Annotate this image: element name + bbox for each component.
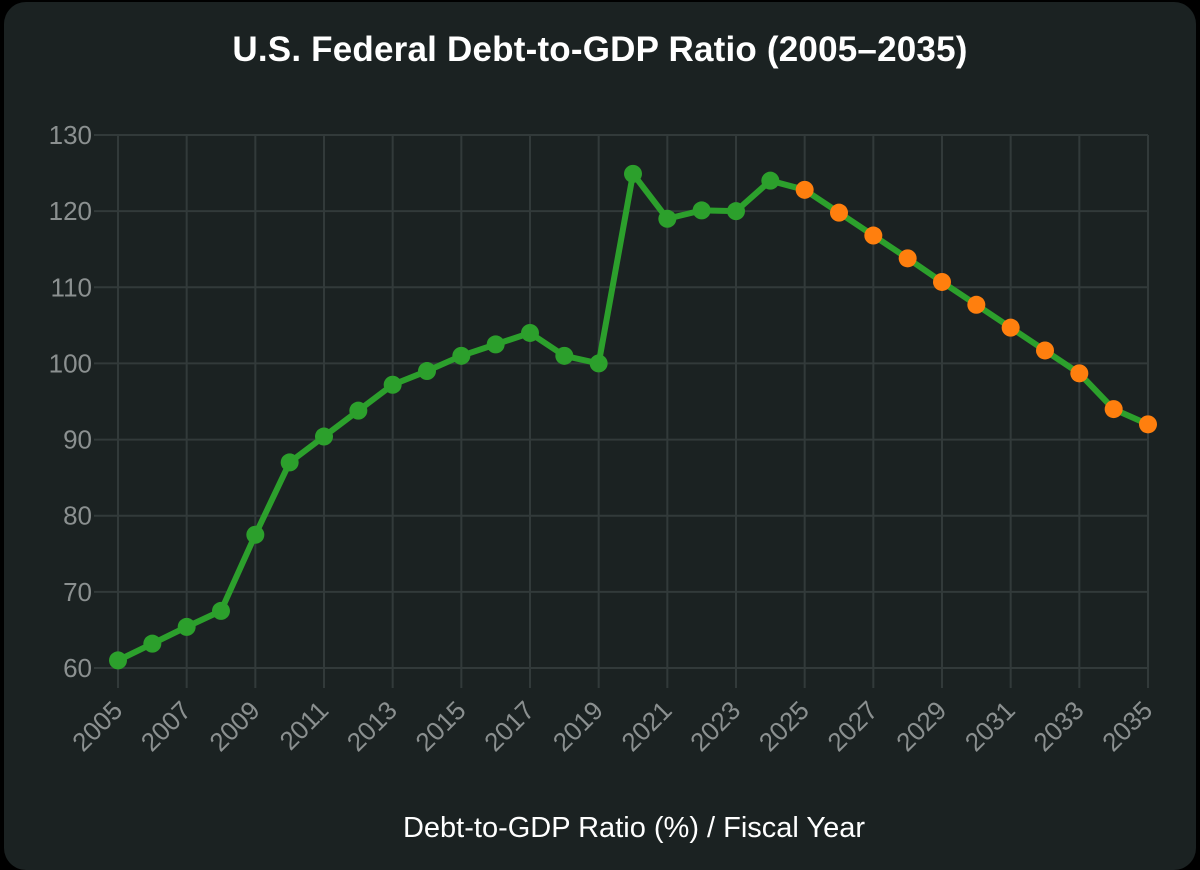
data-point [658, 209, 677, 228]
y-tick-label: 90 [63, 425, 92, 455]
data-point [109, 651, 127, 670]
data-point [589, 354, 608, 373]
data-point [383, 375, 402, 394]
x-tick-label: 2005 [66, 695, 128, 757]
data-point [177, 617, 196, 636]
data-point [555, 346, 574, 365]
data-point [315, 427, 333, 446]
data-point [624, 164, 642, 183]
data-point [864, 226, 883, 245]
grid-lines [94, 134, 1149, 688]
data-point [349, 401, 368, 420]
data-point [967, 295, 986, 314]
data-point [1036, 341, 1054, 360]
y-tick-label: 120 [49, 196, 92, 226]
data-point [280, 453, 299, 472]
data-point [727, 202, 745, 221]
data-point [521, 323, 539, 342]
y-tick-label: 100 [49, 348, 92, 378]
y-tick-label: 110 [51, 272, 92, 302]
y-tick-label: 70 [63, 577, 92, 607]
data-point [418, 362, 436, 381]
x-tick-label: 2025 [753, 695, 815, 757]
x-tick-label: 2015 [409, 695, 471, 757]
x-tick-label: 2035 [1096, 695, 1158, 757]
data-point [143, 634, 162, 653]
data-point [212, 601, 230, 620]
data-point [830, 203, 848, 222]
data-point [452, 346, 471, 365]
x-tick-label: 2031 [959, 695, 1021, 757]
x-tick-label: 2029 [890, 695, 952, 757]
x-tick-label: 2011 [273, 695, 334, 756]
chart-card: U.S. Federal Debt-to-GDP Ratio (2005–203… [4, 2, 1196, 870]
x-tick-label: 2027 [821, 695, 883, 757]
data-point [1070, 364, 1089, 383]
data-point [898, 249, 917, 268]
data-point [692, 201, 711, 220]
data-point [1104, 400, 1123, 419]
x-tick-label: 2023 [684, 695, 746, 757]
y-axis: 60 70 80 90 100 110 120 130 [49, 120, 92, 683]
y-tick-label: 60 [63, 653, 92, 683]
x-tick-label: 2013 [341, 695, 403, 757]
y-tick-label: 130 [49, 120, 92, 150]
data-point [1139, 415, 1157, 434]
x-tick-label: 2033 [1027, 695, 1089, 757]
series-line [115, 170, 1151, 664]
data-point [761, 171, 780, 190]
data-point [1001, 318, 1020, 337]
data-point [933, 272, 951, 291]
x-tick-label: 2009 [203, 695, 265, 757]
x-axis: 2005 2007 2009 2011 2013 2015 2017 2019 2021 2023… [66, 695, 1158, 757]
x-tick-label: 2021 [615, 695, 677, 757]
chart-title: U.S. Federal Debt-to-GDP Ratio (2005–203… [232, 30, 968, 69]
data-point [246, 525, 265, 544]
series-debt-ratio [109, 164, 1157, 670]
x-tick-label: 2017 [478, 695, 540, 757]
x-axis-label: Debt-to-GDP Ratio (%) / Fiscal Year [403, 812, 865, 844]
data-point [486, 335, 505, 354]
data-point [795, 180, 814, 199]
x-tick-label: 2007 [135, 695, 197, 757]
x-tick-label: 2019 [547, 695, 609, 757]
y-tick-label: 80 [63, 501, 92, 531]
